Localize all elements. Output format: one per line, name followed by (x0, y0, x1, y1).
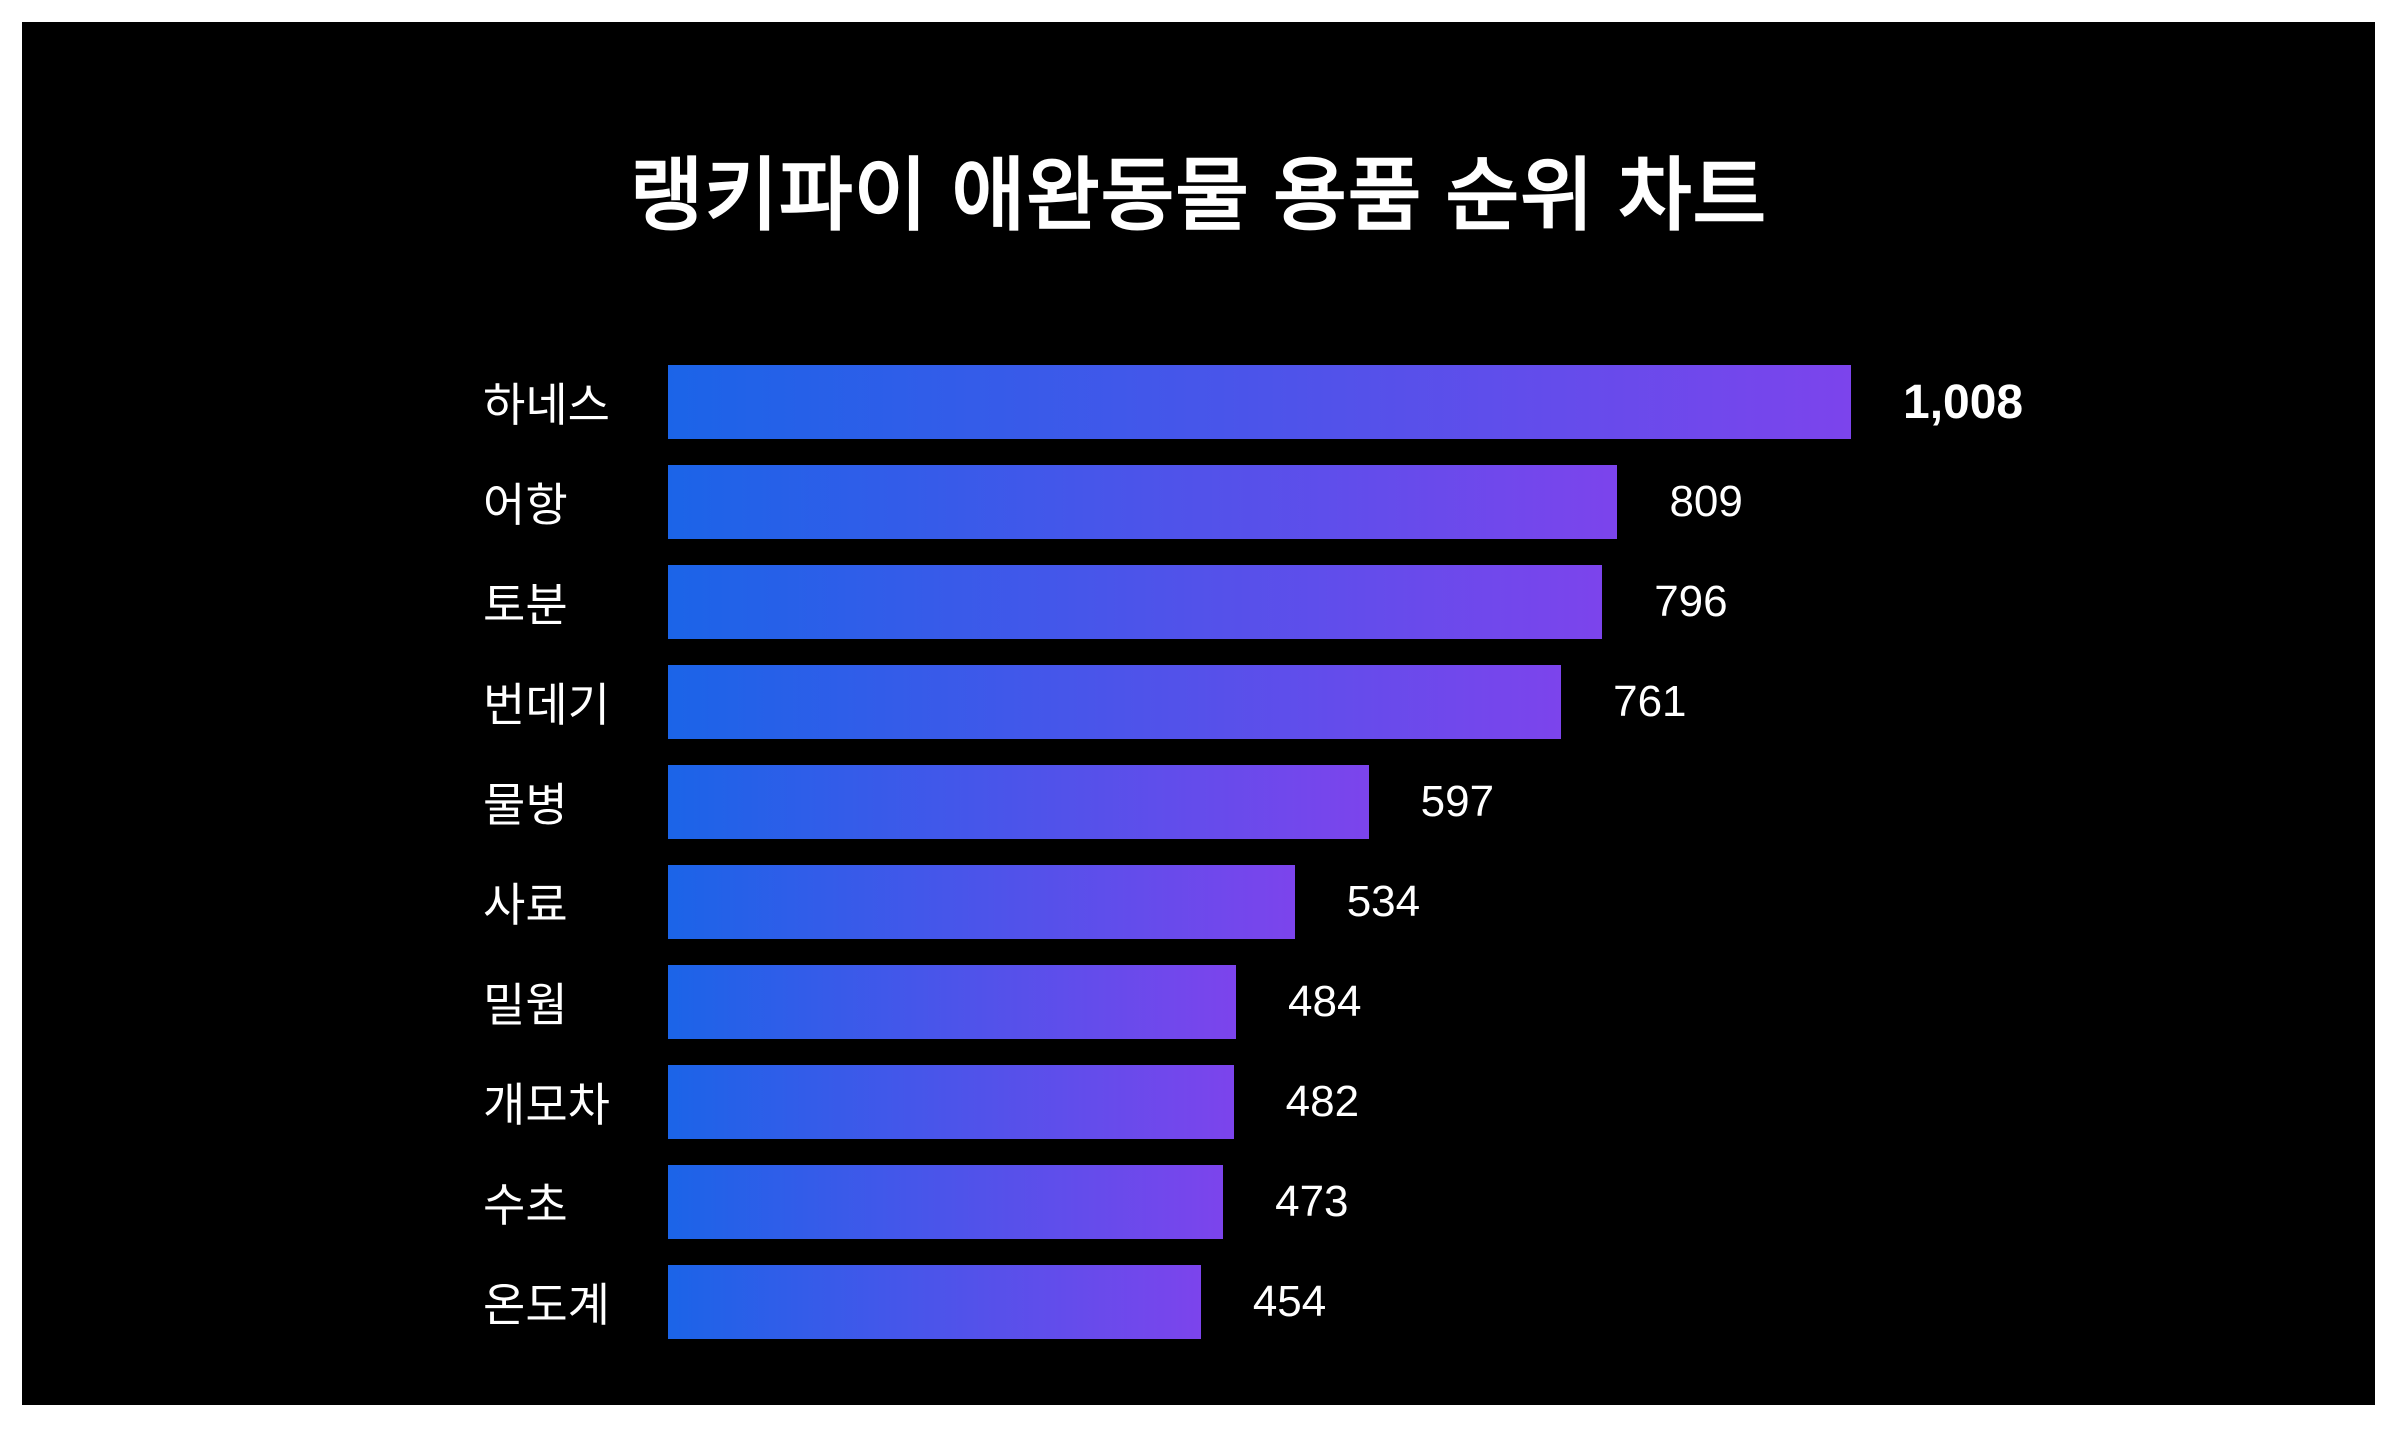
value-label: 761 (1613, 677, 1687, 726)
category-label: 사료 (483, 879, 568, 931)
category-label: 토분 (483, 579, 568, 631)
value-label: 1,008 (1903, 375, 2024, 429)
bar (668, 1065, 1234, 1139)
bar-row: 토분 796 (483, 565, 2023, 639)
value-label: 454 (1252, 1277, 1327, 1326)
value-label: 484 (1288, 977, 1362, 1026)
category-label: 밀웜 (483, 979, 568, 1031)
category-label: 하네스 (483, 379, 610, 431)
bar-row: 수초 473 (483, 1165, 2023, 1239)
bar (668, 1165, 1224, 1239)
bar-row: 개모차 482 (483, 1065, 2023, 1139)
bar (668, 1265, 1201, 1339)
bar-row: 물병 597 (483, 765, 2023, 839)
category-label: 온도계 (483, 1279, 610, 1331)
bar-row: 온도계 454 (483, 1265, 2023, 1339)
category-label: 번데기 (483, 679, 610, 731)
category-label: 수초 (483, 1179, 568, 1231)
bar (668, 365, 1851, 439)
bar (668, 665, 1562, 739)
category-label: 어항 (483, 479, 568, 531)
category-label: 개모차 (483, 1079, 610, 1131)
bar (668, 965, 1237, 1039)
bar-row: 밀웜 484 (483, 965, 2023, 1039)
bar (668, 765, 1369, 839)
bar-row: 하네스 1,008 (483, 365, 2023, 439)
value-label: 482 (1285, 1077, 1360, 1126)
category-label: 물병 (483, 779, 568, 831)
value-label: 473 (1275, 1177, 1349, 1226)
chart-panel: 랭키파이 애완동물 용품 순위 차트 하네스 1,008 어항 809 토분 796 번데기… (22, 22, 2375, 1405)
bar-chart: 하네스 1,008 어항 809 토분 796 번데기 761 물병 597 사료 534 밀웜 484 개… (483, 365, 2023, 1365)
bar (668, 865, 1295, 939)
bar (668, 465, 1618, 539)
bar-row: 사료 534 (483, 865, 2023, 939)
value-label: 597 (1420, 777, 1495, 826)
value-label: 534 (1346, 877, 1421, 926)
bar-row: 어항 809 (483, 465, 2023, 539)
value-label: 809 (1669, 477, 1743, 526)
bar-row: 번데기 761 (483, 665, 2023, 739)
chart-title: 랭키파이 애완동물 용품 순위 차트 (629, 151, 1768, 240)
value-label: 796 (1654, 577, 1728, 626)
bar (668, 565, 1603, 639)
